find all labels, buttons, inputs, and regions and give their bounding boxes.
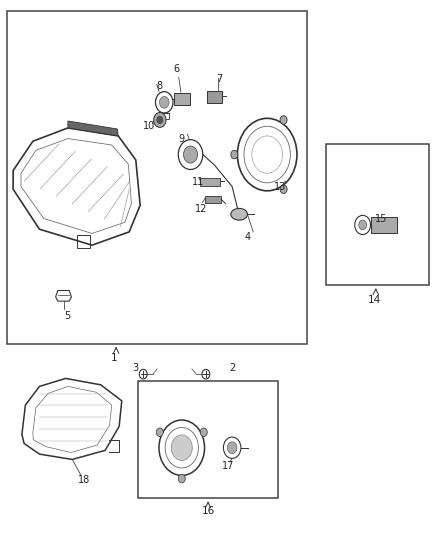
Text: 4: 4: [244, 232, 251, 242]
Text: 18: 18: [78, 475, 91, 484]
Bar: [207, 91, 222, 103]
Text: 13: 13: [274, 182, 286, 191]
Text: 3: 3: [133, 363, 139, 373]
Circle shape: [227, 442, 237, 454]
Polygon shape: [68, 121, 118, 136]
Text: 9: 9: [179, 134, 185, 143]
Text: 2: 2: [229, 363, 235, 373]
Circle shape: [154, 112, 166, 127]
Circle shape: [159, 96, 169, 108]
Circle shape: [178, 474, 185, 483]
Circle shape: [359, 220, 367, 230]
Bar: [326, 144, 429, 285]
Text: 11: 11: [192, 177, 204, 187]
Bar: [174, 93, 190, 105]
Circle shape: [280, 185, 287, 193]
Text: 6: 6: [173, 64, 179, 74]
Bar: [138, 381, 278, 498]
Text: 14: 14: [368, 295, 381, 304]
Circle shape: [200, 428, 207, 437]
Text: 8: 8: [157, 82, 163, 91]
Bar: [205, 196, 221, 203]
Text: 7: 7: [216, 74, 222, 84]
Bar: [200, 178, 220, 186]
Text: 12: 12: [195, 205, 208, 214]
Bar: [7, 11, 307, 344]
Text: 17: 17: [222, 462, 234, 471]
Text: 5: 5: [64, 311, 70, 320]
Circle shape: [184, 146, 198, 163]
Ellipse shape: [231, 208, 247, 220]
Text: 16: 16: [201, 506, 215, 515]
Circle shape: [280, 116, 287, 124]
Text: 1: 1: [110, 353, 117, 363]
Circle shape: [157, 116, 163, 124]
Bar: [77, 235, 90, 248]
Circle shape: [156, 428, 163, 437]
Circle shape: [231, 150, 238, 159]
Text: 10: 10: [143, 122, 155, 131]
Circle shape: [171, 435, 192, 461]
Text: 15: 15: [375, 214, 387, 223]
Bar: [371, 217, 397, 233]
